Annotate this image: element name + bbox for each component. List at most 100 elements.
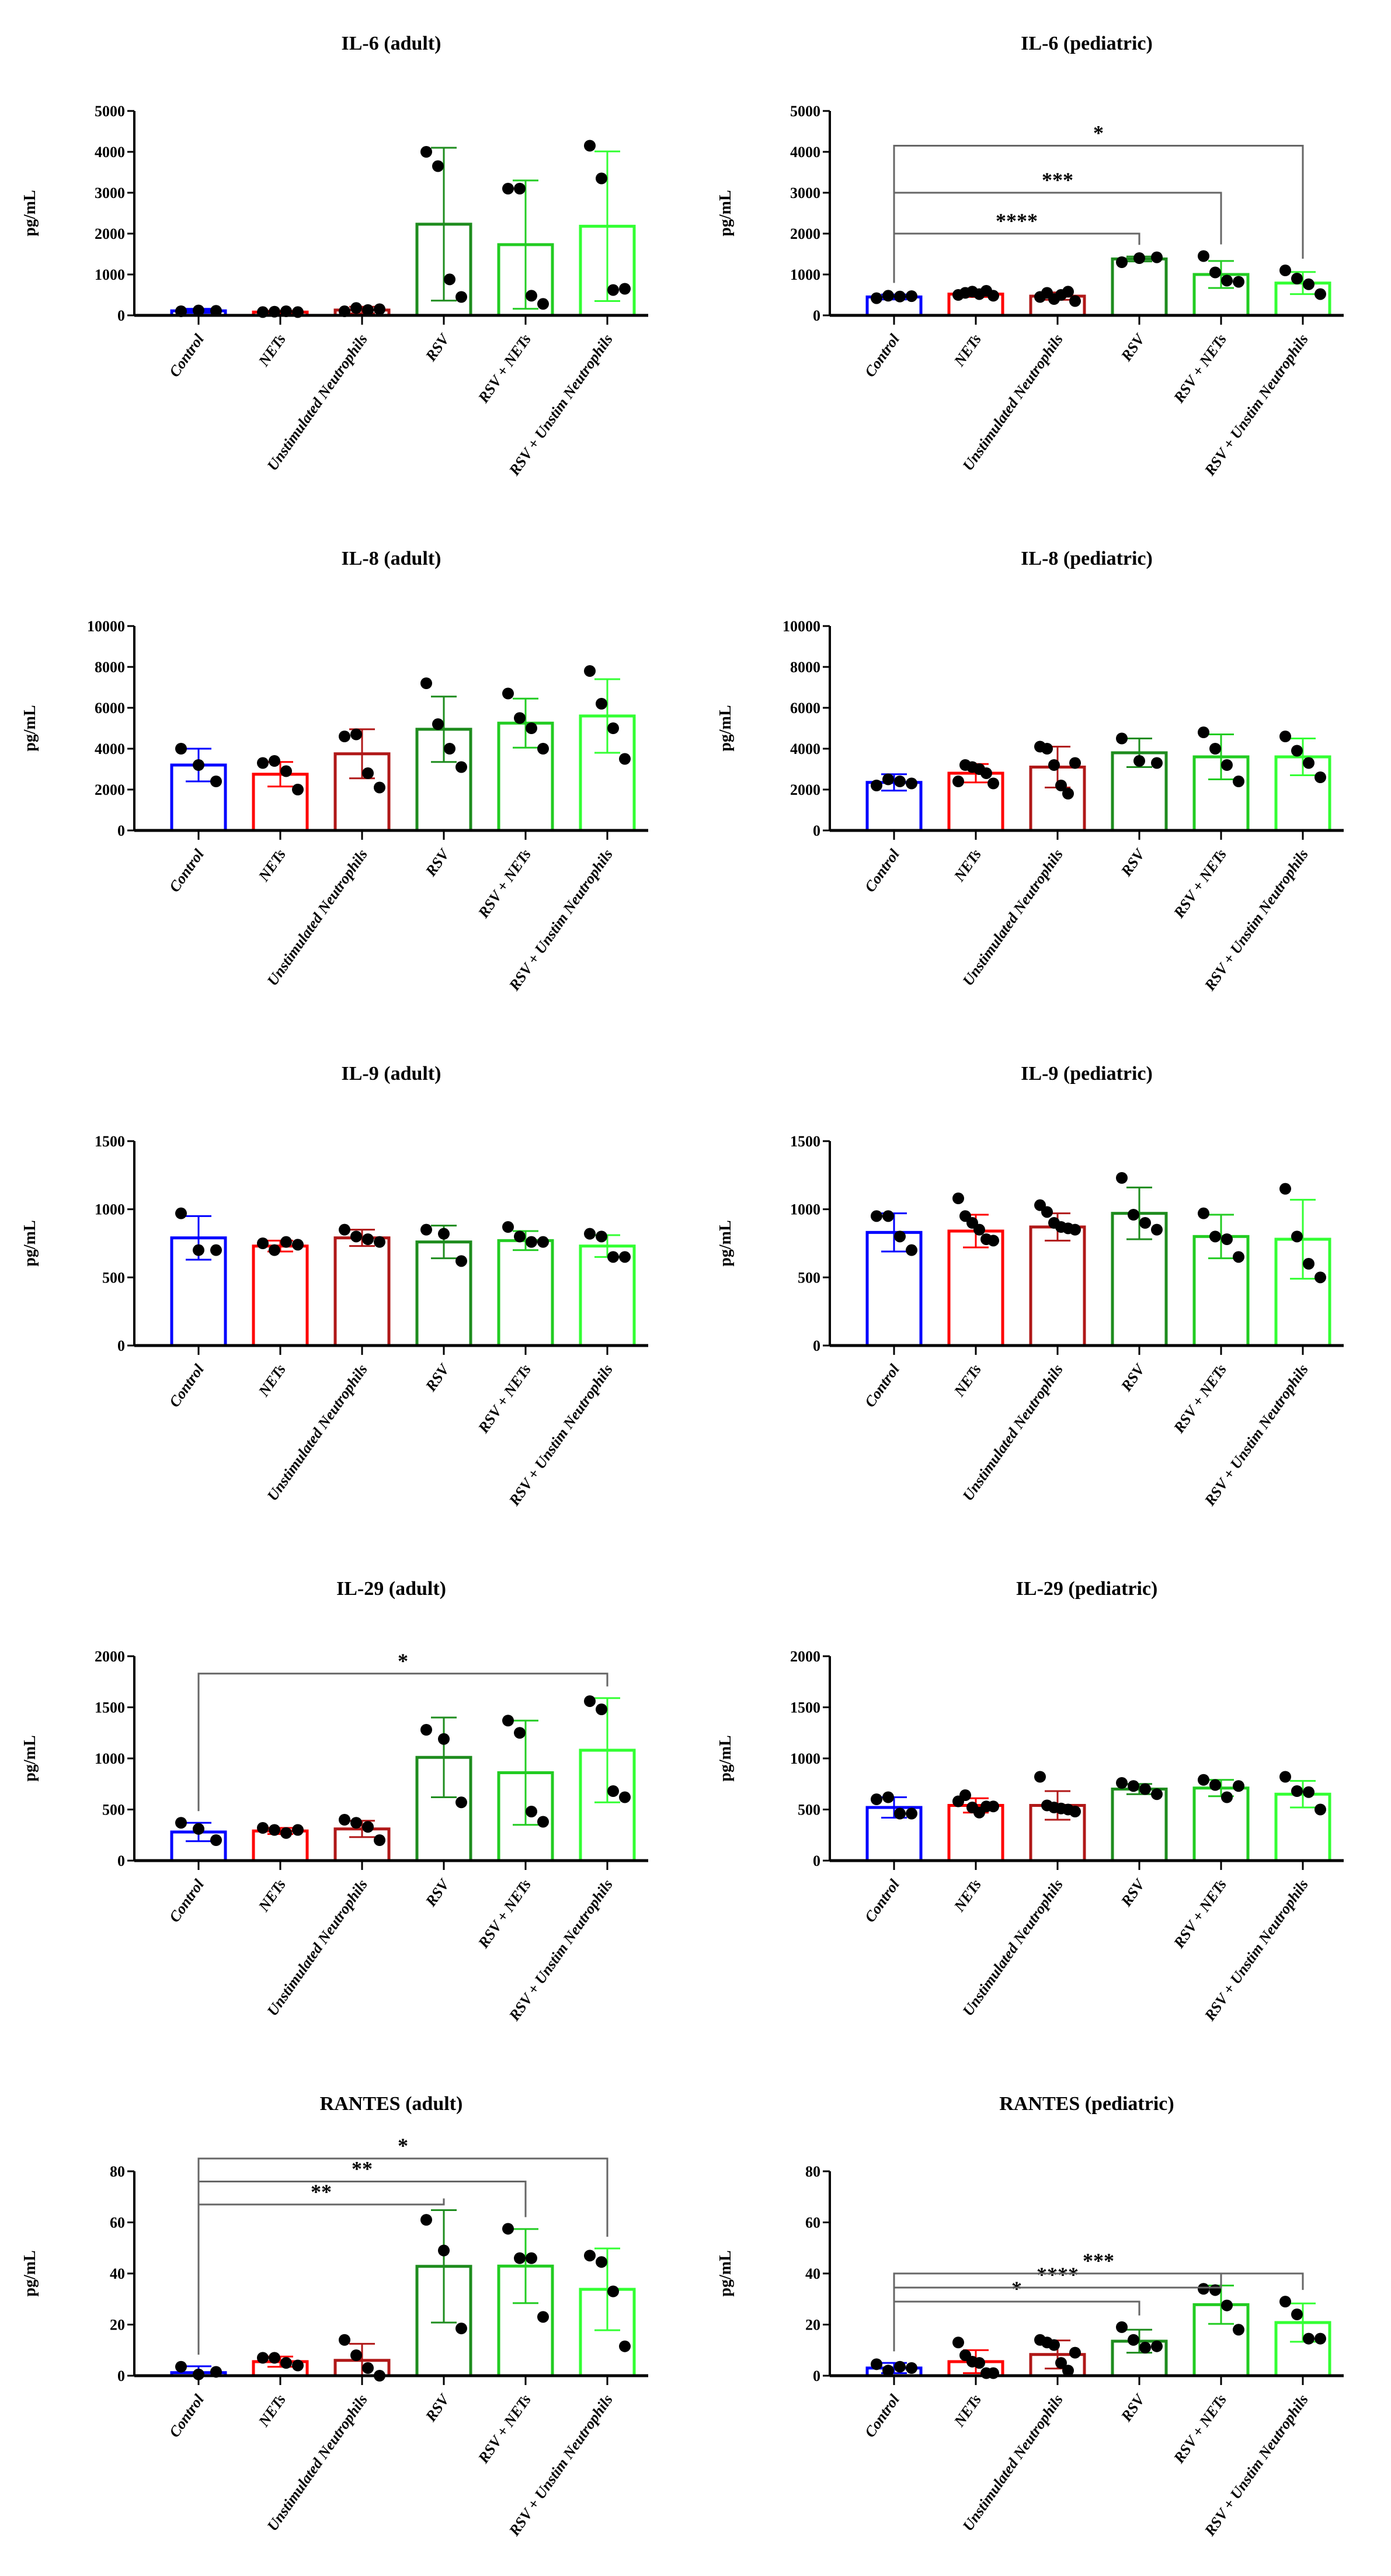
- x-tick-label: RSV: [422, 2390, 453, 2425]
- data-point: [1069, 1223, 1081, 1236]
- data-point: [1291, 1785, 1303, 1797]
- data-point: [374, 1834, 385, 1846]
- x-tick-label: RSV + NETs: [474, 2391, 534, 2467]
- y-tick-label: 0: [813, 307, 820, 324]
- chart-panel: IL-29 (adult) 0 500 1000 1500 2000 pg/mL Contro…: [21, 1578, 648, 2024]
- data-point: [906, 290, 917, 303]
- y-tick-label: 2000: [790, 781, 820, 798]
- data-point: [257, 757, 269, 769]
- y-tick-label: 10000: [783, 618, 820, 635]
- data-point: [502, 687, 514, 700]
- chart-panel: IL-6 (adult) 0 1000 2000 3000 4000 5000 pg/mL Co…: [21, 33, 648, 479]
- data-point: [420, 677, 432, 689]
- x-tick-label: Control: [861, 1876, 903, 1925]
- data-point: [1062, 2365, 1074, 2377]
- data-point: [1221, 274, 1233, 287]
- data-point: [1315, 2332, 1326, 2345]
- data-point: [1034, 1771, 1046, 1783]
- data-point: [193, 1823, 204, 1835]
- data-point: [526, 1806, 537, 1817]
- y-tick-label: 2000: [790, 1648, 820, 1665]
- x-tick-label: Control: [861, 331, 903, 380]
- bar: [1192, 1786, 1250, 1862]
- data-point: [619, 283, 631, 295]
- data-point: [193, 759, 204, 771]
- y-tick-label: 500: [798, 1269, 820, 1286]
- x-tick-label: RSV + NETs: [1170, 2391, 1229, 2467]
- y-tick-label: 40: [805, 2265, 820, 2282]
- data-point: [280, 765, 292, 777]
- chart-title: IL-9 (adult): [342, 1063, 441, 1084]
- data-point: [906, 1807, 917, 1820]
- data-point: [906, 777, 917, 790]
- chart-panel: IL-29 (pediatric) 0 500 1000 1500 2000 pg/mL Co…: [717, 1578, 1344, 2024]
- data-point: [1041, 1206, 1053, 1218]
- data-point: [619, 753, 631, 765]
- data-point: [339, 1814, 350, 1826]
- y-tick-label: 2000: [95, 225, 125, 242]
- y-tick-label: 0: [117, 2368, 125, 2384]
- y-tick-label: 2000: [95, 781, 125, 798]
- data-point: [1221, 1791, 1233, 1803]
- data-point: [339, 1223, 350, 1236]
- chart-panel: IL-9 (pediatric) 0 500 1000 1500 pg/mL Control…: [717, 1063, 1344, 1509]
- x-tick-label: RSV + NETs: [474, 846, 534, 922]
- data-point: [1133, 755, 1145, 767]
- chart-title: RANTES (adult): [320, 2093, 463, 2115]
- x-tick-label: Control: [861, 1361, 903, 1410]
- data-point: [280, 2357, 292, 2369]
- data-point: [1133, 252, 1145, 264]
- data-point: [1221, 2299, 1233, 2311]
- chart-title: IL-29 (adult): [336, 1578, 446, 1600]
- significance-label: *: [1011, 2277, 1022, 2300]
- data-point: [1221, 759, 1233, 771]
- data-point: [537, 2311, 549, 2323]
- data-point: [1151, 757, 1163, 769]
- data-point: [1048, 2339, 1060, 2351]
- data-point: [1209, 1779, 1221, 1791]
- x-tick-label: RSV + NETs: [1170, 1361, 1229, 1437]
- data-point: [894, 776, 906, 787]
- data-point: [871, 1210, 882, 1222]
- data-point: [526, 1236, 537, 1248]
- x-tick-label: Control: [861, 846, 903, 895]
- x-tick-label: NETs: [255, 2391, 289, 2430]
- data-point: [455, 1796, 467, 1809]
- data-point: [432, 160, 444, 172]
- x-tick-label: RSV + NETs: [1170, 1876, 1229, 1952]
- data-point: [292, 1824, 304, 1836]
- y-tick-label: 1500: [790, 1133, 820, 1150]
- data-point: [374, 781, 385, 794]
- y-tick-label: 3000: [790, 185, 820, 201]
- y-tick-label: 8000: [95, 659, 125, 676]
- data-point: [280, 1236, 292, 1248]
- chart-title: IL-8 (adult): [342, 548, 441, 569]
- data-point: [584, 1695, 596, 1707]
- data-point: [514, 712, 526, 724]
- x-tick-label: RSV: [1117, 1875, 1149, 1910]
- y-tick-label: 10000: [87, 618, 125, 635]
- data-point: [1291, 1230, 1303, 1243]
- y-tick-label: 0: [813, 822, 820, 839]
- data-point: [420, 1223, 432, 1236]
- chart-panel: RANTES (pediatric) 0 20 40 60 80 pg/mL Control N…: [717, 2093, 1344, 2539]
- data-point: [455, 1255, 467, 1267]
- data-point: [257, 1237, 269, 1249]
- data-point: [537, 298, 549, 310]
- data-point: [607, 284, 619, 296]
- data-point: [894, 290, 906, 303]
- data-point: [350, 302, 362, 314]
- data-point: [1151, 1223, 1163, 1236]
- data-point: [1139, 2341, 1151, 2353]
- data-point: [257, 2352, 269, 2364]
- data-point: [1116, 1777, 1128, 1789]
- y-axis-label: pg/mL: [717, 1220, 735, 1266]
- data-point: [1303, 2332, 1315, 2345]
- y-tick-label: 3000: [95, 185, 125, 201]
- x-tick-label: NETs: [255, 1876, 289, 1915]
- chart-title: RANTES (pediatric): [999, 2093, 1174, 2115]
- data-point: [537, 1816, 549, 1828]
- significance-bracket: [197, 2157, 608, 2355]
- data-point: [1128, 1209, 1139, 1221]
- data-point: [175, 1817, 187, 1829]
